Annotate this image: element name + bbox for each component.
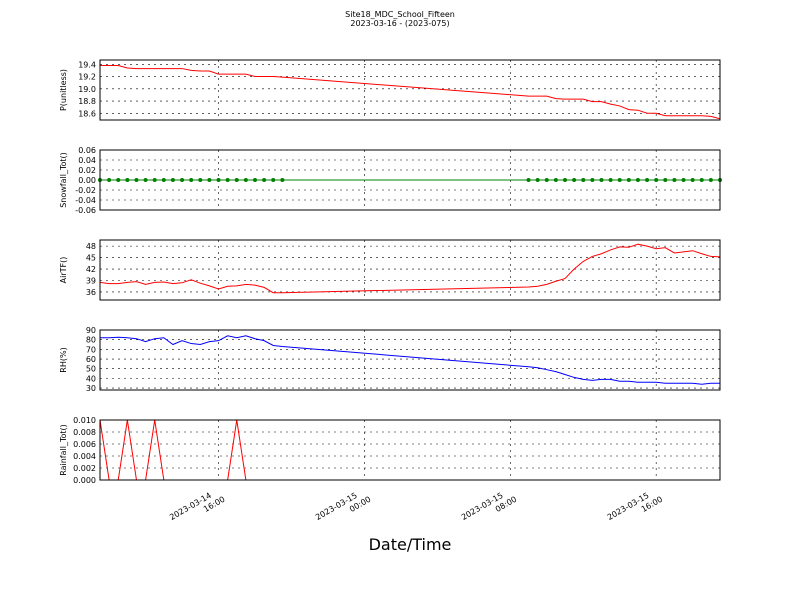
data-point <box>699 178 704 182</box>
y-tick-label: 39 <box>86 277 96 286</box>
data-point <box>207 178 212 182</box>
data-point <box>189 178 194 182</box>
y-tick-label: 60 <box>86 355 96 364</box>
data-point <box>234 178 239 182</box>
axes-frame <box>99 329 721 391</box>
axes-frame <box>99 239 721 301</box>
x-axis-label: Date/Time <box>369 535 452 554</box>
y-tick-label: 0.008 <box>73 428 96 437</box>
y-axis-label: P(unitless) <box>59 69 68 111</box>
data-point <box>690 178 695 182</box>
chart-title: Site18_MDC_School_Fifteen <box>345 10 455 19</box>
data-point <box>526 178 531 182</box>
y-tick-label: 45 <box>86 254 96 263</box>
y-axis-label: AirTF() <box>59 257 68 284</box>
y-tick-label: 19.4 <box>78 60 96 69</box>
y-axis-label: Rainfall_Tot() <box>59 424 68 476</box>
data-point <box>581 178 586 182</box>
data-point <box>152 178 157 182</box>
y-tick-label: 30 <box>86 384 96 393</box>
y-tick-label: 36 <box>86 288 96 297</box>
y-tick-label: -0.04 <box>75 196 96 205</box>
data-point <box>535 178 540 182</box>
data-line <box>100 243 720 294</box>
y-axis-label: RH(%) <box>59 347 68 372</box>
data-point <box>608 178 613 182</box>
data-point <box>645 178 650 182</box>
axes-frame <box>99 419 721 481</box>
y-tick-label: 48 <box>86 242 96 251</box>
data-point <box>243 178 248 182</box>
data-point <box>553 178 558 182</box>
data-point <box>572 178 577 182</box>
data-point <box>143 178 148 182</box>
y-tick-label: 90 <box>86 326 96 335</box>
y-tick-label: 50 <box>86 365 96 374</box>
data-point <box>626 178 631 182</box>
y-tick-label: 40 <box>86 374 96 383</box>
y-tick-label: 0.010 <box>73 416 96 425</box>
data-point <box>617 178 622 182</box>
x-tick-label: 2023-03-1508:00 <box>460 486 518 531</box>
y-tick-label: 42 <box>86 265 96 274</box>
data-point <box>225 178 230 182</box>
data-point <box>116 178 121 182</box>
data-point <box>544 178 549 182</box>
data-point <box>681 178 686 182</box>
y-tick-label: 0.06 <box>78 146 96 155</box>
data-point <box>253 178 257 182</box>
data-line <box>100 420 720 480</box>
y-tick-label: 80 <box>86 336 96 345</box>
data-point <box>262 178 267 182</box>
data-point <box>590 178 595 182</box>
y-tick-label: 70 <box>86 345 96 354</box>
data-point <box>708 178 713 182</box>
y-tick-label: 0.00 <box>78 176 96 185</box>
data-point <box>180 178 185 182</box>
data-line <box>100 335 720 385</box>
data-point <box>635 178 640 182</box>
y-tick-label: 0.000 <box>73 476 96 485</box>
y-tick-label: 0.02 <box>78 166 96 175</box>
chart-subtitle: 2023-03-16 - (2023-075) <box>350 19 449 28</box>
data-point <box>654 178 659 182</box>
x-tick-label: 2023-03-1416:00 <box>168 486 226 531</box>
y-tick-label: 0.004 <box>73 452 96 461</box>
axes-frame <box>99 149 721 211</box>
data-point <box>271 178 276 182</box>
x-tick-label: 2023-03-1516:00 <box>606 486 664 531</box>
y-tick-label: 0.006 <box>73 440 96 449</box>
y-tick-label: 0.002 <box>73 464 96 473</box>
data-point <box>107 178 112 182</box>
x-tick-label: 2023-03-1500:00 <box>314 486 372 531</box>
y-tick-label: 0.04 <box>78 156 96 165</box>
data-point <box>599 178 604 182</box>
y-tick-label: -0.02 <box>75 186 96 195</box>
data-point <box>663 178 668 182</box>
y-tick-label: 18.8 <box>78 97 96 106</box>
axes-frame <box>99 59 721 121</box>
data-point <box>125 178 130 182</box>
data-point <box>216 178 221 182</box>
data-point <box>672 178 677 182</box>
y-tick-label: -0.06 <box>75 206 96 215</box>
data-point <box>170 178 175 182</box>
data-point <box>161 178 166 182</box>
y-axis-label: Snowfall_Tot() <box>59 152 68 208</box>
y-tick-label: 19.0 <box>78 85 96 94</box>
data-point <box>563 178 567 182</box>
data-point <box>198 178 203 182</box>
data-line <box>100 65 720 120</box>
data-point <box>280 178 285 182</box>
data-point <box>134 178 139 182</box>
y-tick-label: 18.6 <box>78 109 96 118</box>
y-tick-label: 19.2 <box>78 73 96 82</box>
